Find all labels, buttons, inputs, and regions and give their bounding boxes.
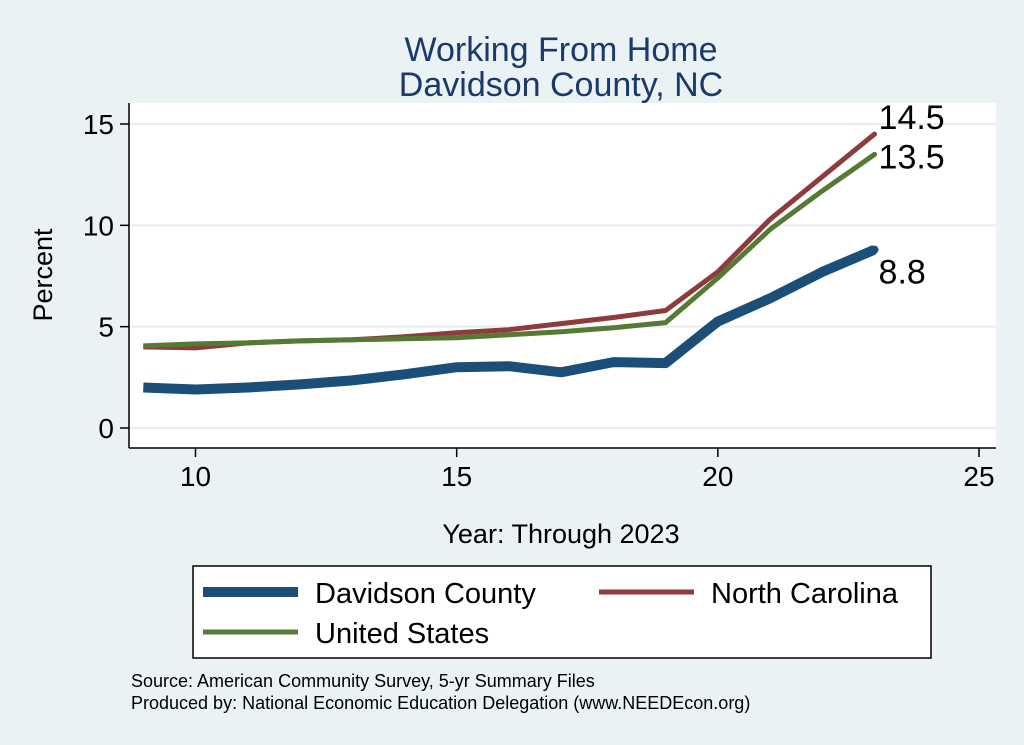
legend: Davidson County North Carolina United St… — [192, 565, 932, 659]
y-tick-label: 5 — [98, 312, 114, 343]
axes — [128, 103, 996, 449]
chart-title: Working From Home — [405, 31, 718, 69]
chart-subtitle: Davidson County, NC — [399, 66, 723, 104]
end-value-label: 14.5 — [879, 99, 945, 137]
legend-box — [192, 565, 932, 659]
y-tick-label: 15 — [83, 109, 114, 140]
series-layer — [143, 131, 879, 395]
x-tick-label: 25 — [963, 461, 994, 492]
legend-label-davidson: Davidson County — [315, 578, 536, 610]
series-line-davidson-county — [143, 245, 877, 395]
x-tick-label: 10 — [180, 461, 211, 492]
source-note: Source: American Community Survey, 5-yr … — [131, 671, 595, 691]
end-value-label: 8.8 — [879, 254, 926, 292]
plot-area — [129, 103, 996, 448]
y-tick-label: 0 — [98, 413, 114, 444]
x-tick-label: 20 — [702, 461, 733, 492]
x-axis-ticks: 10 15 20 25 — [180, 448, 995, 492]
end-value-label: 13.5 — [879, 138, 945, 176]
series-end-point — [872, 131, 878, 137]
y-tick-label: 10 — [83, 210, 114, 241]
legend-label-north-carolina: North Carolina — [711, 578, 899, 610]
x-tick-label: 15 — [441, 461, 472, 492]
produced-by-note: Produced by: National Economic Education… — [131, 693, 750, 713]
series-end-point — [870, 245, 879, 254]
x-axis-title: Year: Through 2023 — [442, 519, 679, 549]
series-end-point — [872, 151, 878, 157]
y-axis-title: Percent — [28, 228, 58, 322]
series-line-united-states — [143, 152, 876, 349]
end-labels: 8.8 14.513.5 — [879, 99, 945, 292]
legend-label-united-states: United States — [315, 618, 489, 650]
y-axis-ticks: 0 5 10 15 — [83, 109, 129, 444]
gridlines — [129, 123, 996, 429]
